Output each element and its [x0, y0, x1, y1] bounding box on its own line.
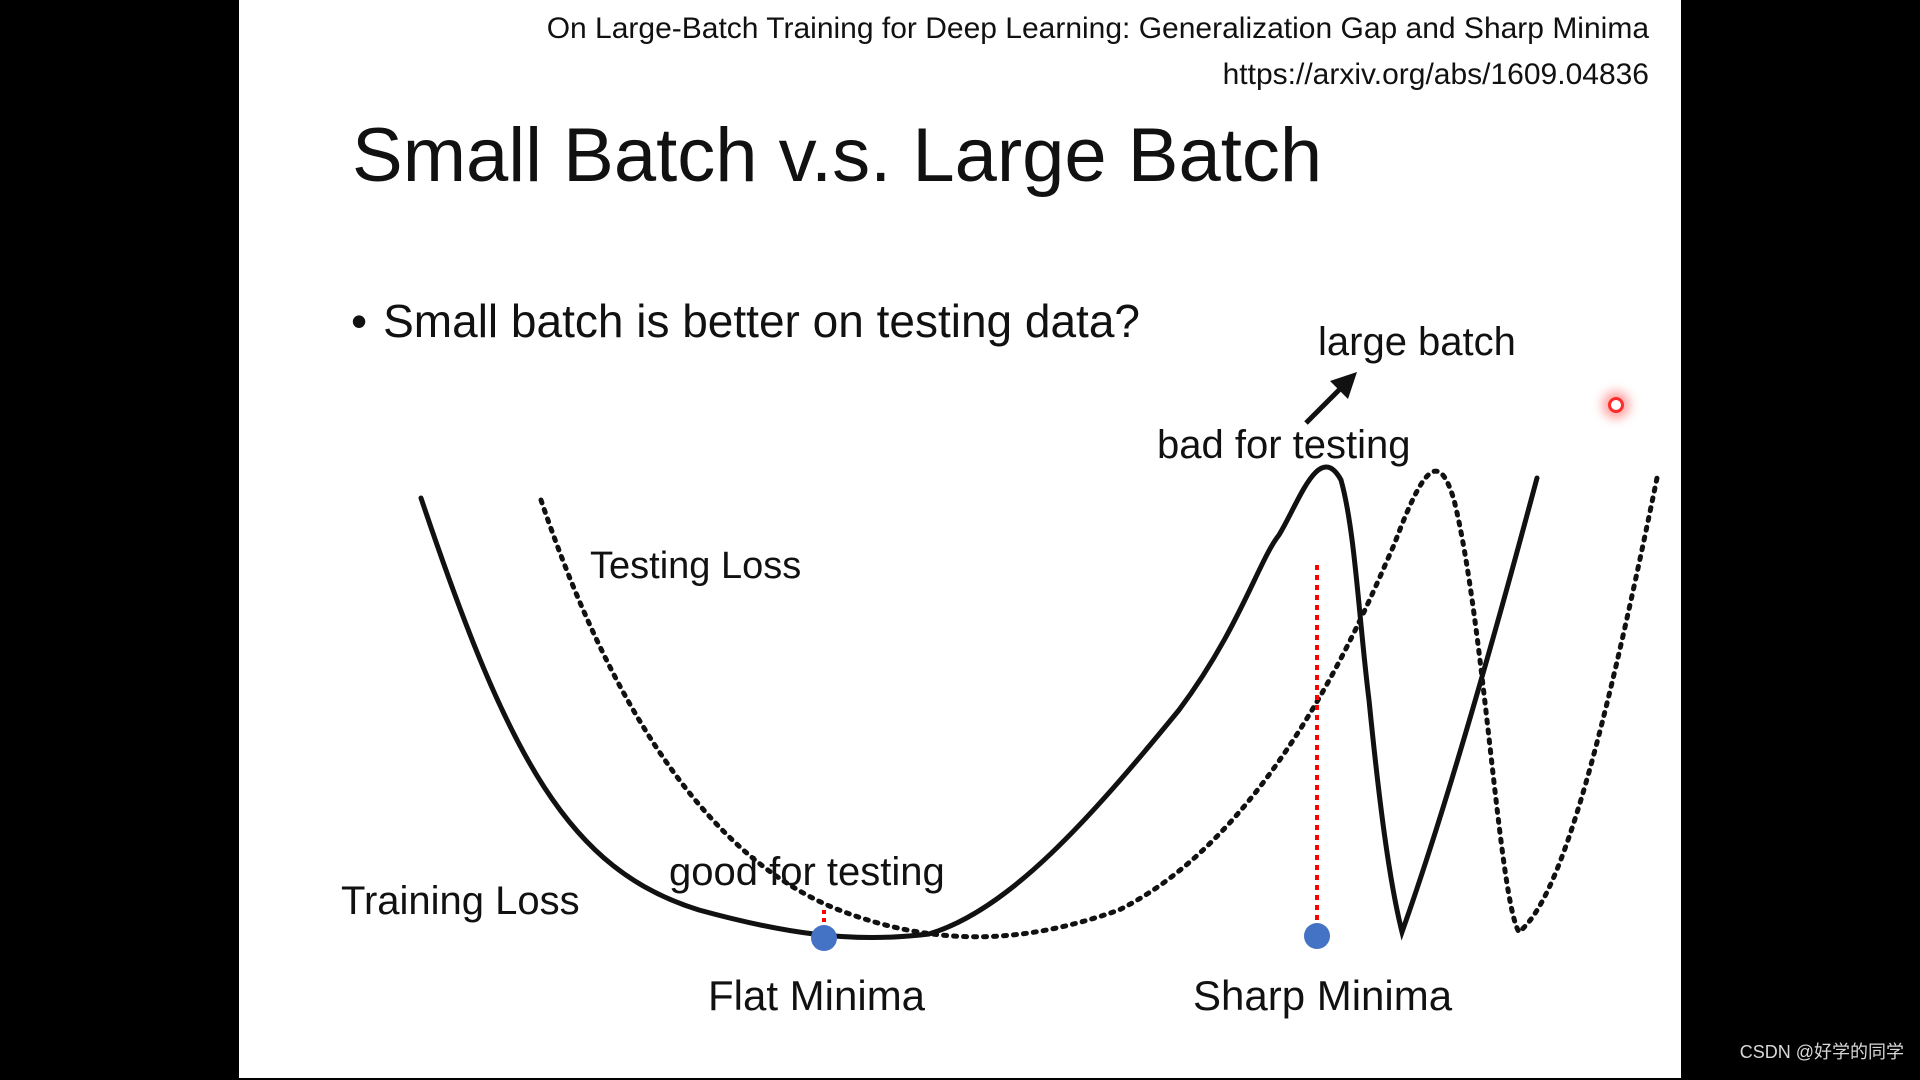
sharp-minima-label: Sharp Minima [1193, 972, 1453, 1019]
flat-minima-label: Flat Minima [708, 972, 926, 1019]
testing-loss-curve [538, 468, 1660, 940]
bad-for-testing-label: bad for testing [1157, 423, 1411, 467]
loss-landscape-diagram: Testing Loss Training Loss good for test… [341, 320, 1660, 1019]
bullet-point: • Small batch is better on testing data? [351, 294, 1140, 348]
testing-loss-label: Testing Loss [590, 545, 801, 587]
reference-url[interactable]: https://arxiv.org/abs/1609.04836 [1222, 58, 1649, 91]
large-batch-label: large batch [1318, 320, 1516, 364]
arrow-up-right-icon [1304, 372, 1357, 425]
training-loss-curve [418, 464, 1540, 941]
sharp-minima-dot [1304, 923, 1330, 949]
watermark: CSDN @好学的同学 [1739, 1042, 1904, 1062]
bullet-icon: • [351, 295, 368, 347]
training-loss-label: Training Loss [341, 879, 580, 923]
bullet-text: Small batch is better on testing data? [383, 295, 1140, 347]
reference-title: On Large-Batch Training for Deep Learnin… [546, 12, 1649, 45]
good-for-testing-label: good for testing [669, 850, 945, 894]
slide: On Large-Batch Training for Deep Learnin… [239, 0, 1681, 1078]
laser-pointer-icon [1608, 397, 1624, 413]
flat-minima-dot [811, 925, 837, 951]
slide-title: Small Batch v.s. Large Batch [352, 113, 1323, 198]
